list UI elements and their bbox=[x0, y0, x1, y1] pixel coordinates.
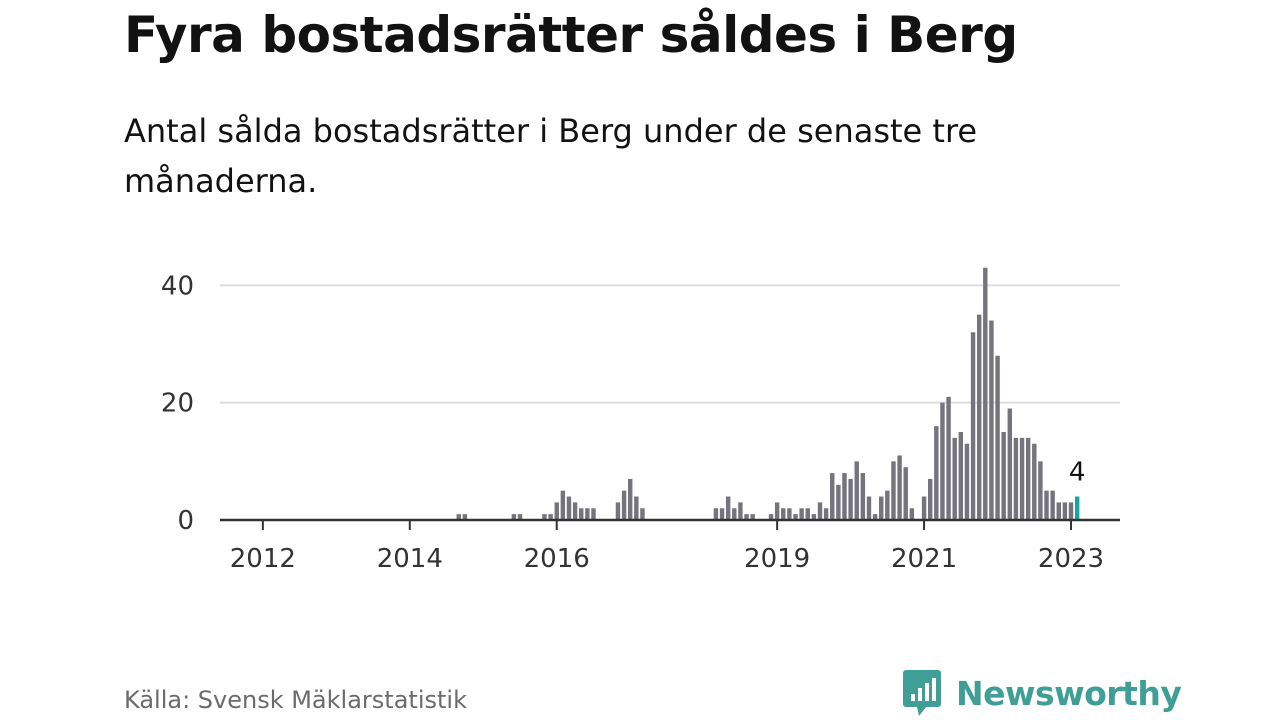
x-tick-label-2023: 2023 bbox=[1038, 544, 1104, 574]
y-tick-label-0: 0 bbox=[177, 506, 194, 536]
bar-2021-07 bbox=[958, 432, 964, 520]
data-labels: 4 bbox=[1069, 458, 1086, 488]
bar-2022-08 bbox=[1038, 461, 1043, 520]
bar-2023-02 bbox=[1074, 496, 1080, 520]
bar-2021-02 bbox=[928, 478, 933, 520]
bar-2016-01 bbox=[554, 502, 559, 520]
bar-2019-05 bbox=[799, 508, 804, 520]
bar-2014-10 bbox=[462, 514, 468, 520]
x-tick-label-2012: 2012 bbox=[230, 544, 296, 574]
y-tick-label-20: 20 bbox=[161, 389, 194, 419]
y-tick-label-40: 40 bbox=[161, 271, 194, 301]
y-axis-ticks: 0 20 40 bbox=[161, 271, 194, 536]
bar-2020-05 bbox=[872, 514, 878, 520]
bar-2020-03 bbox=[860, 473, 866, 520]
bar-2022-03 bbox=[1007, 408, 1012, 520]
bar-2016-06 bbox=[585, 508, 590, 520]
bar-2021-06 bbox=[952, 437, 957, 520]
x-tick-label-2021: 2021 bbox=[891, 544, 957, 574]
bar-2020-08 bbox=[891, 461, 896, 520]
bar-2019-07 bbox=[811, 514, 817, 520]
gridlines bbox=[220, 284, 1120, 404]
x-tick-label-2016: 2016 bbox=[524, 544, 590, 574]
bar-2020-11 bbox=[909, 508, 915, 520]
bar-2022-06 bbox=[1025, 437, 1031, 520]
source-note: Källa: Svensk Mäklarstatistik bbox=[124, 686, 467, 714]
chart-subtitle: Antal sålda bostadsrätter i Berg under d… bbox=[124, 112, 978, 200]
bar-2022-11 bbox=[1056, 502, 1061, 520]
bar-2020-10 bbox=[903, 467, 908, 520]
bar-2020-09 bbox=[897, 455, 902, 520]
bar-2016-05 bbox=[579, 508, 584, 520]
bar-2016-12 bbox=[621, 490, 627, 520]
bar-2022-10 bbox=[1050, 490, 1055, 520]
bar-2016-07 bbox=[591, 508, 596, 520]
bar-2022-02 bbox=[1001, 432, 1006, 520]
bar-2019-02 bbox=[781, 508, 786, 520]
bar-2018-03 bbox=[713, 508, 719, 520]
bar-2019-01 bbox=[774, 502, 780, 520]
bar-2020-02 bbox=[854, 461, 859, 520]
bar-2022-09 bbox=[1044, 490, 1049, 520]
bars bbox=[456, 267, 1080, 520]
bar-2019-12 bbox=[842, 473, 847, 520]
bar-2018-05 bbox=[725, 496, 731, 520]
bar-2015-06 bbox=[511, 514, 517, 520]
bar-2018-06 bbox=[732, 508, 737, 520]
bar-2022-04 bbox=[1013, 437, 1019, 520]
bar-2021-10 bbox=[976, 314, 982, 520]
bar-2021-11 bbox=[983, 267, 988, 520]
bar-2019-10 bbox=[830, 473, 835, 520]
x-tick-label-2014: 2014 bbox=[377, 544, 443, 574]
bar-2018-09 bbox=[750, 514, 755, 520]
brand-logo: Newsworthy bbox=[902, 668, 1182, 718]
bar-2021-12 bbox=[989, 320, 994, 520]
newsworthy-logo-icon bbox=[903, 670, 941, 716]
bar-2022-05 bbox=[1019, 437, 1025, 520]
bar-2022-01 bbox=[995, 355, 1000, 520]
bar-2019-03 bbox=[787, 508, 792, 520]
bar-2023-01 bbox=[1068, 502, 1074, 520]
highlight-value-label: 4 bbox=[1069, 458, 1086, 488]
x-tick-label-2019: 2019 bbox=[744, 544, 810, 574]
bar-2022-12 bbox=[1062, 502, 1068, 520]
bar-2017-02 bbox=[634, 496, 639, 520]
bar-2017-01 bbox=[628, 478, 633, 520]
bar-2018-04 bbox=[719, 508, 725, 520]
bar-2016-04 bbox=[572, 502, 578, 520]
bar-2020-04 bbox=[866, 496, 872, 520]
chart-title: Fyra bostadsrätter såldes i Berg bbox=[124, 6, 1018, 64]
bar-2015-07 bbox=[517, 514, 523, 520]
bar-2019-04 bbox=[793, 514, 798, 520]
bar-2016-11 bbox=[615, 502, 621, 520]
bar-2019-09 bbox=[823, 508, 829, 520]
bar-2019-06 bbox=[805, 508, 810, 520]
bar-2018-08 bbox=[744, 514, 749, 520]
bar-2015-11 bbox=[542, 514, 547, 520]
bar-2017-03 bbox=[640, 508, 645, 520]
brand-name: Newsworthy bbox=[956, 673, 1182, 713]
bar-2019-11 bbox=[836, 484, 841, 520]
bar-chart: 0 20 40 2012 2014 2016 2019 2021 2023 4 bbox=[161, 267, 1120, 574]
bar-2021-01 bbox=[921, 496, 927, 520]
bar-2021-05 bbox=[946, 396, 951, 520]
bar-2014-09 bbox=[456, 514, 461, 520]
bar-2018-12 bbox=[768, 514, 774, 520]
bar-2016-03 bbox=[566, 496, 572, 520]
bar-2021-03 bbox=[934, 426, 939, 520]
bar-2019-08 bbox=[817, 502, 823, 520]
bar-2018-07 bbox=[738, 502, 743, 520]
bar-2020-01 bbox=[848, 478, 853, 520]
bar-2021-09 bbox=[970, 332, 976, 520]
bar-2020-07 bbox=[885, 490, 890, 520]
bar-2022-07 bbox=[1032, 443, 1037, 520]
x-axis-ticks: 2012 2014 2016 2019 2021 2023 bbox=[230, 520, 1104, 574]
bar-2016-02 bbox=[560, 490, 566, 520]
bar-2021-08 bbox=[964, 443, 970, 520]
bar-2020-06 bbox=[879, 496, 884, 520]
bar-2021-04 bbox=[940, 402, 945, 520]
bar-2015-12 bbox=[548, 514, 553, 520]
